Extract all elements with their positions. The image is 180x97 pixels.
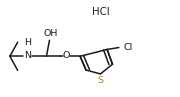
Text: S: S xyxy=(98,76,104,85)
Text: Cl: Cl xyxy=(124,43,133,52)
Text: H: H xyxy=(24,38,31,47)
Text: N: N xyxy=(24,51,31,60)
Text: HCl: HCl xyxy=(92,7,110,17)
Text: OH: OH xyxy=(43,29,58,38)
Text: O: O xyxy=(63,51,70,60)
